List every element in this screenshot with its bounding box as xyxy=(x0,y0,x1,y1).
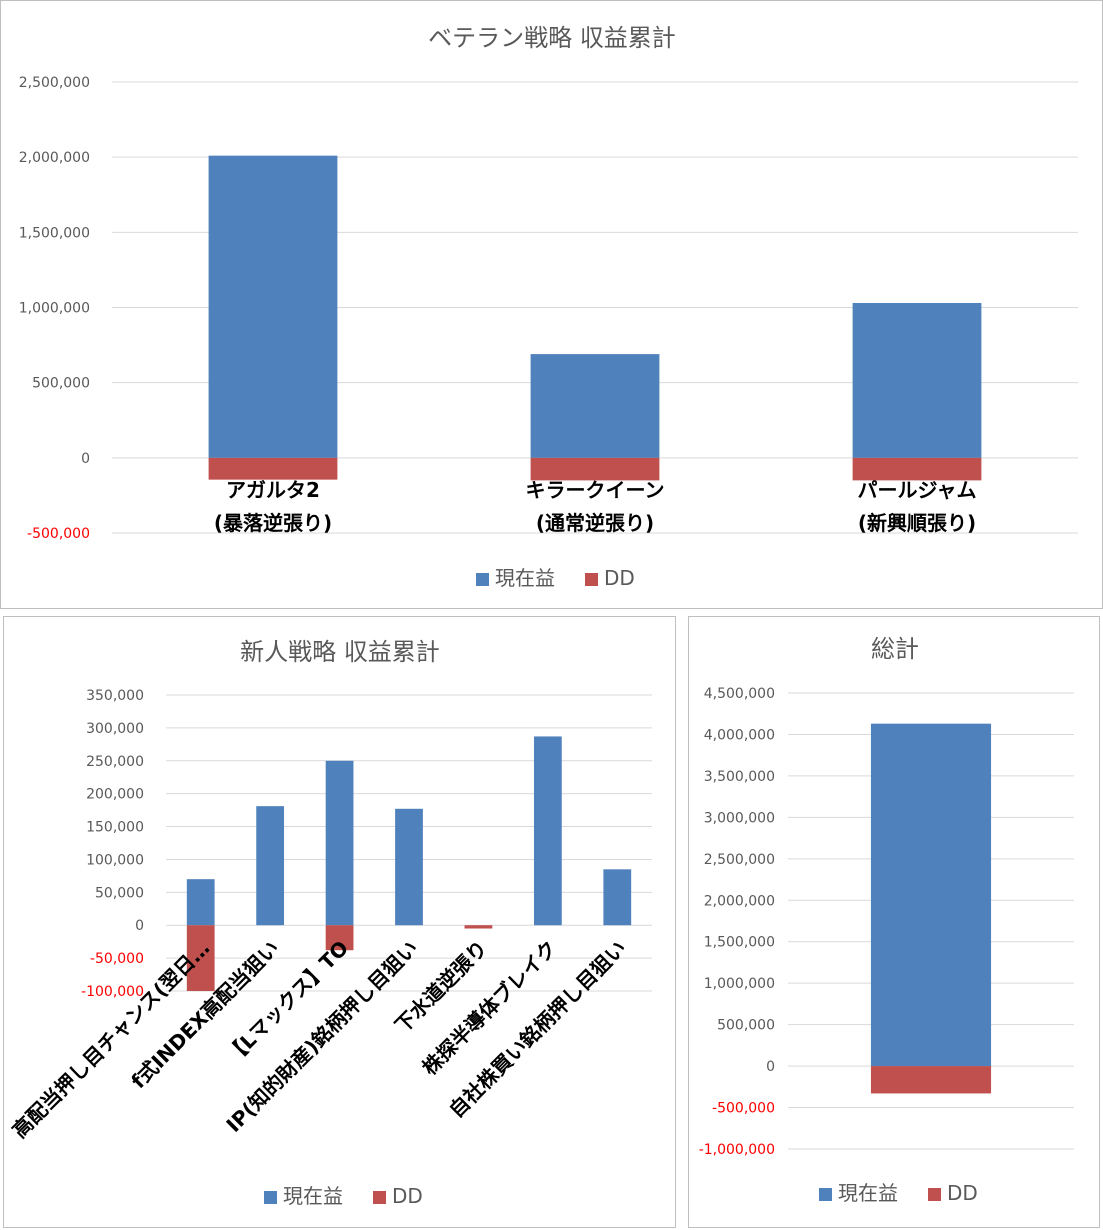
bar-drawdown xyxy=(464,925,493,929)
legend-swatch-current xyxy=(819,1188,832,1201)
veteran-chart: ベテラン戦略 収益累計 2,500,000 2,000,000 1,500,000 1,… xyxy=(19,24,1078,590)
bar-current-profit xyxy=(208,155,338,458)
category-label: パールジャム xyxy=(858,478,977,502)
total-chart-panel: 総計 4,500,000 4,000,000 3,500,000 3,000,000 2,… xyxy=(688,616,1100,1228)
y-tick-label: 2,000,000 xyxy=(704,893,775,909)
y-tick-label: 50,000 xyxy=(95,885,144,901)
bar-drawdown xyxy=(208,457,338,480)
category-label: 株探半導体ブレイク xyxy=(417,936,561,1080)
chart-title: 新人戦略 収益累計 xyxy=(240,638,440,666)
y-tick-label: 0 xyxy=(135,918,144,934)
bar-current-profit xyxy=(870,723,992,1067)
y-tick-label: 1,500,000 xyxy=(19,225,90,241)
bar-drawdown xyxy=(325,925,354,951)
legend-label-dd: DD xyxy=(604,566,635,590)
y-tick-label: 1,000,000 xyxy=(19,301,90,317)
category-label-sub: (新興順張り) xyxy=(858,511,976,535)
y-tick-label: 150,000 xyxy=(86,820,144,836)
bar-drawdown xyxy=(530,457,660,481)
veteran-chart-panel: ベテラン戦略 収益累計 2,500,000 2,000,000 1,500,000 1,… xyxy=(0,0,1103,609)
bar-drawdown xyxy=(870,1066,992,1094)
y-tick-label: 250,000 xyxy=(86,754,144,770)
legend-label-current: 現在益 xyxy=(838,1181,898,1205)
y-tick-label: 500,000 xyxy=(717,1018,775,1034)
y-tick-label: -1,000,000 xyxy=(699,1142,775,1158)
bar-drawdown xyxy=(852,457,982,481)
category-label-sub: (暴落逆張り) xyxy=(214,511,332,535)
y-tick-label: -500,000 xyxy=(712,1101,775,1117)
category-label-sub: (通常逆張り) xyxy=(536,511,654,535)
y-tick-label: 0 xyxy=(766,1059,775,1075)
bar-current-profit xyxy=(256,806,285,926)
y-tick-label: 300,000 xyxy=(86,721,144,737)
legend-swatch-current xyxy=(476,573,489,586)
y-tick-label: 200,000 xyxy=(86,787,144,803)
y-tick-label: 1,500,000 xyxy=(704,935,775,951)
legend-swatch-dd xyxy=(585,573,598,586)
bar-current-profit xyxy=(533,736,562,926)
y-tick-label: 3,000,000 xyxy=(704,810,775,826)
bar-current-profit xyxy=(852,302,982,458)
category-label: 【Lマックス】TO xyxy=(221,936,353,1068)
category-label: キラークイーン xyxy=(526,478,665,502)
y-tick-label: 350,000 xyxy=(86,688,144,704)
newcomer-chart: 新人戦略 収益累計 350,000 300,000 250,000 200,000 150… xyxy=(7,638,652,1208)
y-tick-label: -100,000 xyxy=(81,984,144,1000)
y-tick-label: -500,000 xyxy=(27,526,90,542)
legend-swatch-dd xyxy=(928,1188,941,1201)
bar-current-profit xyxy=(395,808,423,926)
legend-label-dd: DD xyxy=(947,1181,978,1205)
legend-label-current: 現在益 xyxy=(283,1184,343,1208)
y-tick-label: 3,500,000 xyxy=(704,769,775,785)
legend-label-dd: DD xyxy=(392,1184,423,1208)
chart-title: 総計 xyxy=(871,635,919,663)
category-label: アガルタ2 xyxy=(226,478,320,502)
total-chart: 総計 4,500,000 4,000,000 3,500,000 3,000,000 2,… xyxy=(699,635,1074,1205)
bar-drawdown xyxy=(186,925,215,991)
newcomer-chart-panel: 新人戦略 収益累計 350,000 300,000 250,000 200,000 150… xyxy=(3,616,676,1228)
legend-swatch-current xyxy=(264,1191,277,1204)
bar-current-profit xyxy=(325,760,354,926)
bar-current-profit xyxy=(530,354,660,458)
legend-swatch-dd xyxy=(373,1191,386,1204)
y-tick-label: 2,000,000 xyxy=(19,150,90,166)
y-tick-label: 4,000,000 xyxy=(704,727,775,743)
y-tick-label: -50,000 xyxy=(90,951,144,967)
y-tick-label: 2,500,000 xyxy=(704,852,775,868)
y-tick-label: 1,000,000 xyxy=(704,976,775,992)
bar-current-profit xyxy=(603,869,632,926)
y-tick-label: 2,500,000 xyxy=(19,75,90,91)
bar-current-profit xyxy=(186,879,215,926)
legend-label-current: 現在益 xyxy=(495,566,555,590)
y-tick-label: 500,000 xyxy=(32,376,90,392)
y-tick-label: 0 xyxy=(81,451,90,467)
chart-title: ベテラン戦略 収益累計 xyxy=(428,24,676,52)
y-tick-label: 4,500,000 xyxy=(704,686,775,702)
y-tick-label: 100,000 xyxy=(86,852,144,868)
